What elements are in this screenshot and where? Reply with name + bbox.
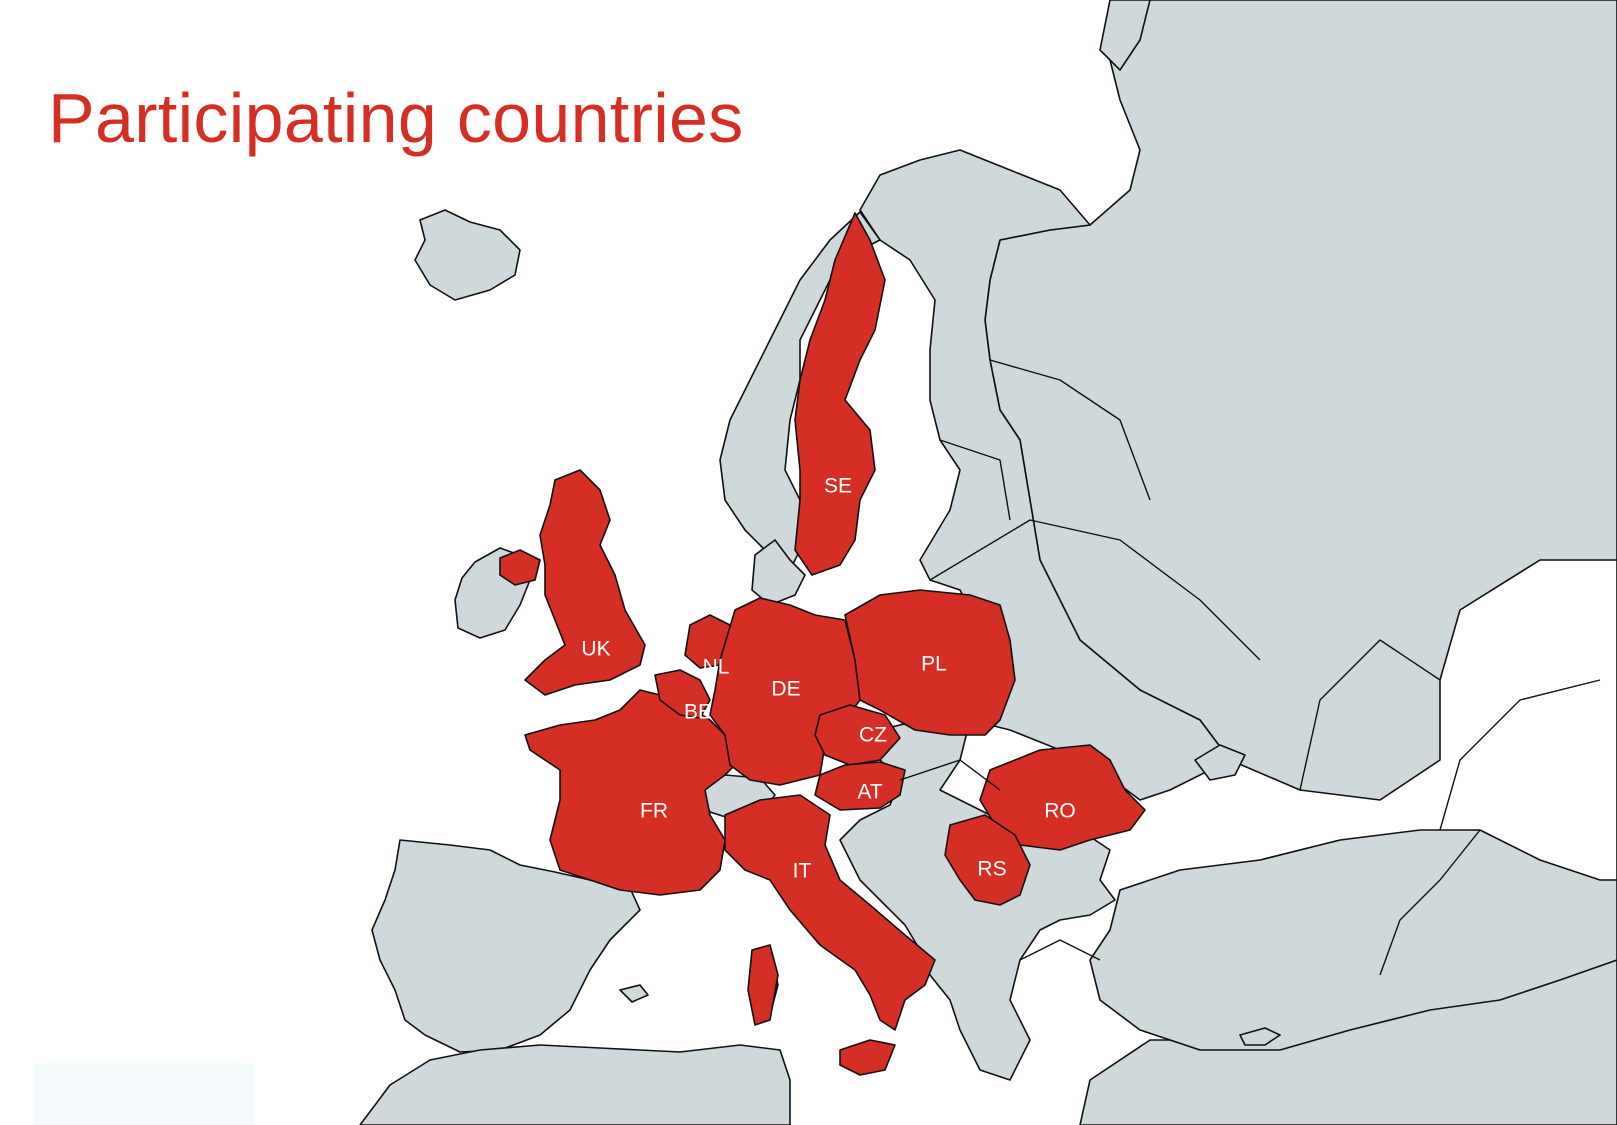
cyprus	[1239, 1027, 1281, 1046]
corner-box	[34, 1063, 254, 1125]
country-uk	[524, 469, 646, 696]
border-line	[1299, 639, 1441, 791]
crimea	[1194, 744, 1246, 781]
label-pl: PL	[921, 653, 947, 676]
nordic-east-land	[859, 149, 1231, 801]
border-line	[939, 439, 1011, 521]
iceland	[414, 209, 521, 301]
label-nl: NL	[703, 656, 730, 679]
country-se	[794, 212, 886, 576]
country-rs	[944, 814, 1031, 906]
internal-borders	[899, 359, 1601, 976]
border-line	[1019, 939, 1101, 961]
border-line	[899, 759, 1001, 791]
label-ro: RO	[1044, 800, 1076, 823]
country-labels: SE UK NL BE DE PL CZ AT FR IT RO RS	[581, 475, 1075, 883]
country-be	[654, 669, 711, 719]
border-line	[989, 359, 1151, 501]
label-cz: CZ	[859, 724, 887, 747]
arctic-island	[1099, 0, 1151, 71]
country-cz	[814, 704, 901, 766]
label-fr: FR	[640, 800, 668, 823]
denmark	[751, 539, 806, 606]
country-it-sicily	[839, 1039, 896, 1076]
country-it-sardinia	[747, 944, 779, 1026]
country-it	[724, 794, 936, 1031]
label-de: DE	[771, 678, 800, 701]
balearic-islands	[619, 984, 649, 1003]
non-participating-land	[359, 0, 1617, 1125]
country-ni	[499, 549, 541, 586]
north-africa	[359, 1044, 791, 1125]
label-be: BE	[684, 701, 712, 724]
border-line	[1439, 679, 1601, 831]
label-se: SE	[824, 475, 852, 498]
label-it: IT	[793, 860, 812, 883]
label-at: AT	[857, 781, 882, 804]
border-line	[1379, 829, 1481, 976]
page-title: Participating countries	[48, 79, 744, 157]
border-line	[929, 519, 1261, 661]
anatolia	[1089, 829, 1617, 1051]
iberia	[371, 839, 641, 1053]
participating-countries	[499, 212, 1146, 1076]
country-at	[814, 761, 906, 811]
label-uk: UK	[581, 638, 610, 661]
label-rs: RS	[977, 858, 1006, 881]
country-pl	[844, 589, 1016, 736]
